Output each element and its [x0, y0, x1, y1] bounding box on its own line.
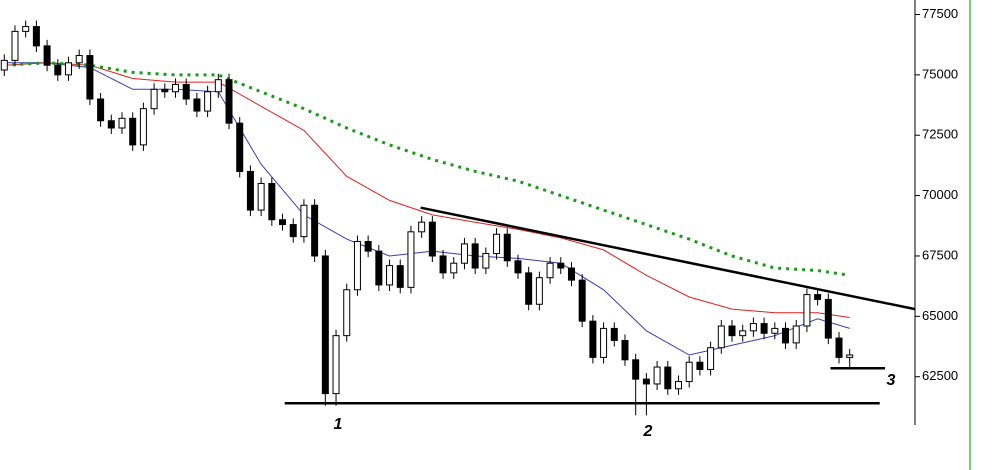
- candle-body: [150, 88, 158, 110]
- annotation: 3: [887, 372, 896, 389]
- candle-body: [321, 255, 329, 395]
- moving-average: [4, 62, 850, 318]
- candle-body: [225, 79, 233, 124]
- candle-body: [375, 250, 383, 286]
- y-tick-label: 75000: [922, 66, 958, 81]
- y-tick-label: 77500: [922, 6, 958, 21]
- candle-body: [86, 55, 94, 100]
- candle-body: [653, 366, 661, 385]
- candle-body: [685, 361, 693, 383]
- candle-body: [546, 262, 554, 279]
- candle-body: [236, 122, 244, 172]
- candle-body: [161, 88, 169, 93]
- candle-body: [632, 359, 640, 380]
- candle-body: [824, 298, 832, 339]
- candle-body: [268, 183, 276, 221]
- candle-body: [107, 120, 115, 129]
- candle-body: [728, 325, 736, 337]
- moving-average: [4, 61, 850, 277]
- candle-body: [578, 279, 586, 322]
- y-tick-label: 65000: [922, 308, 958, 323]
- candle-body: [503, 233, 511, 262]
- candle-body: [664, 366, 672, 390]
- candle-body: [460, 243, 468, 264]
- candle-body: [749, 323, 757, 332]
- candle-body: [803, 294, 811, 327]
- candle-body: [396, 265, 404, 288]
- candle-body: [696, 361, 704, 370]
- candle-body: [600, 327, 608, 358]
- candle-body: [289, 224, 297, 238]
- y-tick-label: 72500: [922, 127, 958, 142]
- candle-body: [846, 354, 854, 358]
- annotation: 2: [643, 423, 653, 440]
- candle-body: [610, 327, 618, 341]
- candle-body: [246, 170, 254, 211]
- candle-body: [642, 378, 650, 385]
- candle-body: [139, 108, 147, 146]
- candle-body: [450, 262, 458, 274]
- candle-body: [717, 325, 725, 349]
- candle-body: [332, 335, 340, 395]
- candle-body: [482, 253, 490, 269]
- candle-body: [43, 45, 51, 66]
- annotation: 1: [334, 416, 343, 433]
- candle-body: [214, 79, 222, 93]
- candle-body: [172, 84, 180, 93]
- y-tick-label: 70000: [922, 187, 958, 202]
- candle-body: [386, 265, 394, 286]
- candle-body: [22, 26, 30, 32]
- candle-body: [782, 327, 790, 344]
- candle-body: [0, 59, 8, 71]
- candle-body: [525, 272, 533, 305]
- candle-body: [514, 260, 522, 274]
- candle-body: [32, 26, 40, 47]
- candle-body: [97, 98, 105, 122]
- candle-body: [54, 64, 62, 76]
- candle-body: [439, 255, 447, 274]
- candle-body: [11, 30, 19, 61]
- candle-body: [621, 339, 629, 361]
- candle-body: [674, 381, 682, 390]
- y-tick-label: 62500: [922, 368, 958, 383]
- candle-body: [64, 62, 72, 76]
- candle-body: [471, 243, 479, 269]
- candle-body: [257, 183, 265, 211]
- candle-body: [279, 219, 287, 226]
- candle-body: [771, 327, 779, 334]
- y-tick-label: 67500: [922, 247, 958, 262]
- candle-body: [814, 294, 822, 300]
- candle-body: [343, 289, 351, 337]
- candle-body: [835, 337, 843, 358]
- candle-body: [75, 55, 83, 64]
- candle-body: [204, 91, 212, 112]
- trend-line: [420, 206, 916, 311]
- candle-body: [493, 233, 501, 255]
- candle-body: [589, 320, 597, 358]
- candle-body: [118, 117, 126, 129]
- candle-body: [760, 323, 768, 334]
- candle-body: [311, 204, 319, 257]
- candle-body: [418, 221, 426, 233]
- candle-body: [739, 330, 747, 337]
- candle-body: [364, 240, 372, 252]
- candle-body: [193, 98, 201, 112]
- candle-body: [707, 347, 715, 370]
- candle-body: [407, 231, 415, 288]
- candle-body: [535, 277, 543, 305]
- candle-body: [567, 267, 575, 281]
- candle-body: [182, 84, 190, 100]
- candle-body: [792, 325, 800, 344]
- candle-body: [428, 221, 436, 257]
- candle-body: [300, 204, 308, 238]
- candle-body: [129, 117, 137, 146]
- candle-body: [557, 262, 565, 269]
- candle-body: [353, 240, 361, 291]
